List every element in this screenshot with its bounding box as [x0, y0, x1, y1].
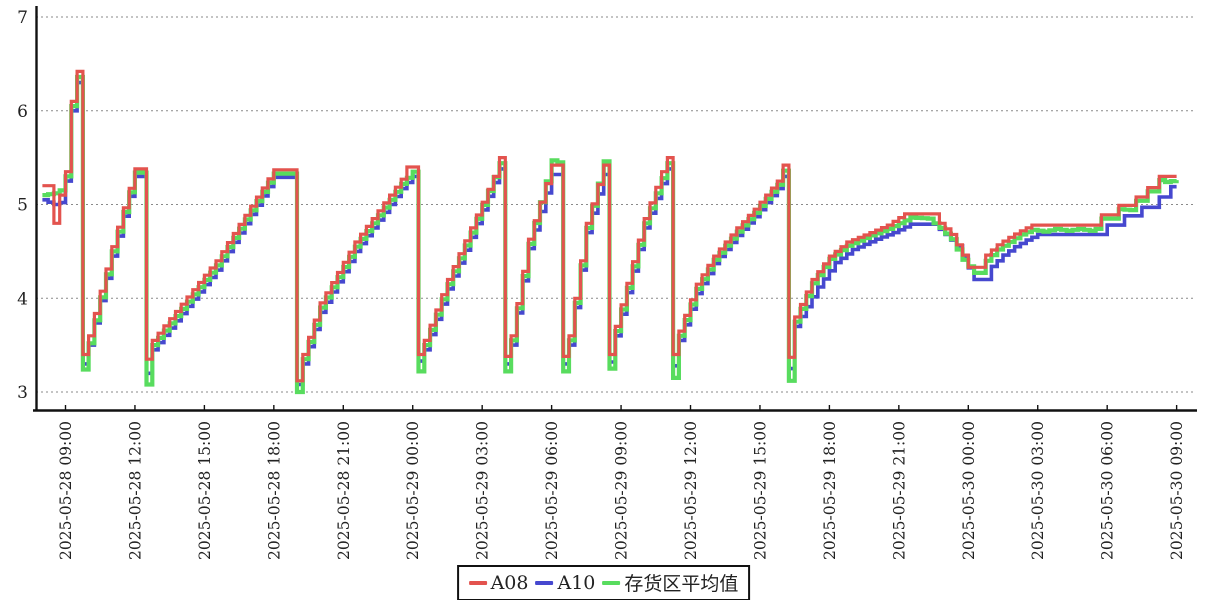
chart-legend: A08 A10 存货区平均值	[456, 565, 751, 600]
y-axis-tick-label-3: 3	[17, 383, 28, 403]
x-axis-tick-label-2: 2025-05-28 15:00	[196, 421, 214, 560]
legend-item-a08[interactable]: A08	[468, 571, 529, 594]
legend-item-a10[interactable]: A10	[535, 572, 595, 594]
legend-label-a08: A08	[490, 571, 529, 594]
x-axis-tick-label-16: 2025-05-30 09:00	[1168, 421, 1186, 560]
x-axis-tick-label-9: 2025-05-29 12:00	[682, 421, 700, 560]
y-axis-tick-label-4: 4	[17, 289, 28, 309]
storage-average-series-swatch	[602, 580, 621, 585]
legend-item-storage-average[interactable]: 存货区平均值	[602, 569, 738, 596]
series-line-A08	[42, 69, 1177, 383]
a10-series-swatch	[535, 580, 554, 585]
x-axis-tick-label-5: 2025-05-29 00:00	[404, 421, 422, 560]
y-axis-tick-label-5: 5	[17, 196, 28, 216]
legend-label-storage-average: 存货区平均值	[624, 573, 739, 595]
x-axis-tick-label-4: 2025-05-28 21:00	[335, 421, 353, 560]
x-axis-tick-label-1: 2025-05-28 12:00	[126, 421, 144, 560]
y-axis-tick-label-7: 7	[17, 8, 28, 28]
x-axis-tick-label-14: 2025-05-30 03:00	[1029, 421, 1047, 560]
x-axis-tick-label-7: 2025-05-29 06:00	[543, 421, 561, 560]
x-axis-tick-label-12: 2025-05-29 21:00	[890, 421, 908, 560]
y-axis-tick-label-6: 6	[17, 102, 28, 122]
x-axis-tick-label-13: 2025-05-30 00:00	[960, 421, 978, 560]
x-axis-tick-label-6: 2025-05-29 03:00	[474, 421, 492, 560]
x-axis-tick-label-0: 2025-05-28 09:00	[57, 421, 75, 560]
x-axis-tick-label-3: 2025-05-28 18:00	[265, 421, 283, 560]
a08-series-swatch	[468, 580, 487, 585]
x-axis-tick-label-11: 2025-05-29 18:00	[821, 421, 839, 560]
legend-label-a10: A10	[557, 571, 596, 594]
x-axis-tick-label-8: 2025-05-29 09:00	[613, 421, 631, 560]
x-axis-tick-label-15: 2025-05-30 06:00	[1099, 421, 1117, 560]
x-axis-tick-label-10: 2025-05-29 15:00	[751, 421, 769, 560]
